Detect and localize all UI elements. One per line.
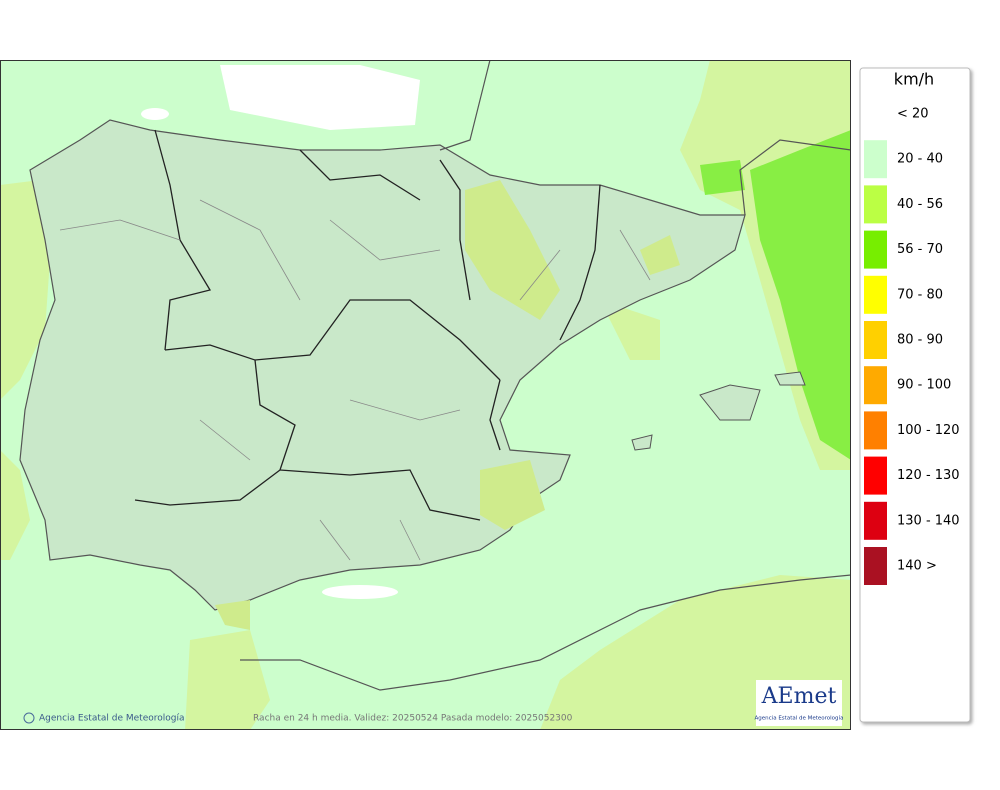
legend-label: 130 - 140 (897, 513, 960, 528)
legend-swatch (864, 547, 887, 585)
legend-label: 70 - 80 (897, 287, 943, 302)
coastline (240, 574, 851, 691)
copyright-icon (23, 712, 35, 724)
wind-zone (185, 630, 270, 730)
legend-label: 56 - 70 (897, 242, 943, 257)
legend-swatch (864, 185, 887, 224)
logo-box (756, 680, 842, 726)
wind-zone (465, 180, 560, 320)
legend-unit: km/h (894, 70, 934, 89)
legend-box (859, 67, 971, 723)
wind-zone (215, 600, 250, 630)
land (19, 119, 746, 611)
legend-items: < 20 20 - 40 40 - 56 56 - 70 70 - 80 80 - 90 9… (864, 107, 960, 585)
wind-zone (0, 180, 50, 400)
map-frame (0, 60, 851, 730)
legend-swatch (864, 321, 887, 359)
legend-label: 120 - 130 (897, 468, 960, 483)
coastline (439, 60, 491, 151)
island (699, 384, 761, 421)
wind-zone (480, 460, 545, 530)
wind-zone (750, 130, 851, 460)
coastline (739, 139, 851, 216)
province-borders (59, 199, 651, 561)
region-borders (134, 129, 601, 521)
legend-label: 100 - 120 (897, 423, 960, 438)
legend-swatch (864, 275, 887, 314)
island (774, 371, 806, 386)
logo-name: AEmet (761, 684, 837, 709)
calm-zone (141, 108, 169, 120)
caption: Racha en 24 h media. Validez: 20250524 P… (253, 714, 573, 724)
island (631, 434, 653, 451)
wind-zone (600, 300, 660, 360)
legend-swatch (864, 366, 887, 405)
map (0, 60, 851, 730)
wind-zone (640, 235, 680, 275)
legend-label: 80 - 90 (897, 333, 943, 348)
legend-swatch (864, 230, 887, 269)
legend-label: 90 - 100 (897, 378, 951, 393)
wind-zone (0, 450, 30, 560)
calm-zone (220, 65, 420, 130)
legend-label: 20 - 40 (897, 152, 943, 167)
credit: Agencia Estatal de Meteorología (39, 714, 185, 724)
logo-subtitle: Agencia Estatal de Meteorología (755, 715, 844, 722)
legend-swatch (864, 456, 887, 495)
wind-zone (700, 160, 745, 195)
legend-label: < 20 (897, 107, 929, 122)
legend-swatch (864, 501, 887, 540)
legend-swatch (864, 411, 887, 450)
calm-zone (322, 585, 398, 599)
legend-label: 40 - 56 (897, 197, 943, 212)
legend-label: 140 > (897, 559, 937, 574)
legend-swatch (864, 140, 887, 179)
